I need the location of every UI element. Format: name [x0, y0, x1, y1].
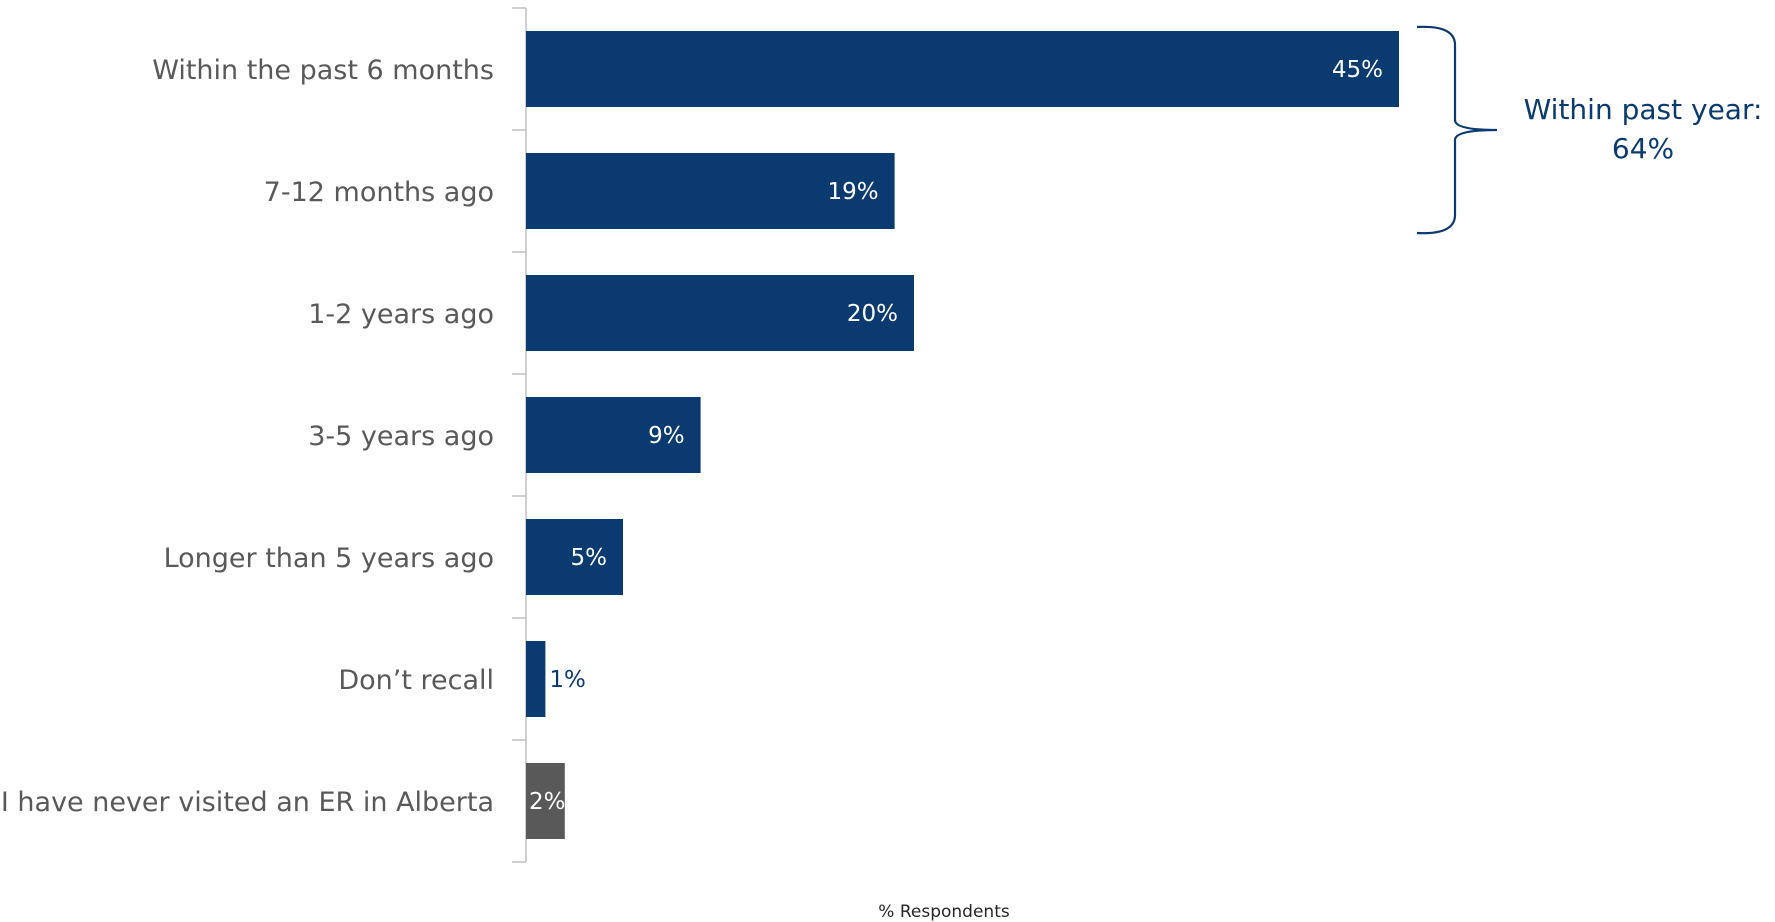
bars	[526, 31, 1399, 839]
x-axis-title: % Respondents	[878, 902, 1010, 922]
bar	[526, 397, 701, 473]
category-labels: Within the past 6 months 7-12 months ago 1…	[1, 55, 494, 818]
bar	[526, 275, 914, 351]
category-label: I have never visited an ER in Alberta	[1, 787, 494, 818]
y-axis	[512, 7, 527, 863]
bar	[526, 641, 546, 717]
bar	[526, 519, 623, 595]
data-label: 20%	[847, 301, 898, 327]
data-label: 9%	[648, 423, 685, 449]
category-label: 1-2 years ago	[308, 299, 494, 330]
category-label: Within the past 6 months	[152, 55, 494, 86]
category-label: 7-12 months ago	[264, 177, 494, 208]
category-label: Longer than 5 years ago	[164, 543, 494, 574]
bar	[526, 31, 1399, 107]
data-label: 1%	[549, 667, 586, 693]
annotation-line-1: Within past year:	[1524, 93, 1763, 126]
bar	[526, 763, 565, 839]
data-label: 5%	[571, 545, 608, 571]
brace-bracket	[1416, 25, 1498, 235]
bar	[526, 153, 895, 229]
category-label: Don’t recall	[338, 665, 494, 696]
annotation-line-2: 64%	[1612, 132, 1674, 165]
data-label: 45%	[1332, 57, 1383, 83]
category-label: 3-5 years ago	[308, 421, 494, 452]
value-labels: 45% 19% 20% 9% 5% 1% 2%	[529, 57, 1383, 815]
data-label: 19%	[827, 179, 878, 205]
data-label: 2%	[529, 789, 566, 815]
